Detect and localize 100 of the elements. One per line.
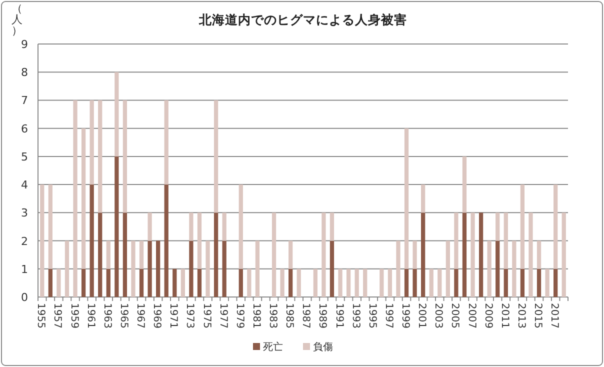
bar: [388, 268, 392, 297]
x-tick-label: 1991: [333, 303, 344, 328]
x-tick-label: 1973: [184, 303, 196, 328]
bar: [122, 212, 128, 297]
bar: [454, 268, 458, 297]
bar: [56, 268, 61, 297]
bar: [180, 268, 185, 297]
y-tick-label: 5: [21, 150, 28, 164]
x-tick-label: 2013: [515, 303, 526, 328]
y-tick-label: 9: [21, 38, 28, 51]
x-tick-label: 1977: [217, 303, 228, 328]
bar: [354, 268, 359, 297]
x-tick-label: 1989: [316, 303, 328, 328]
x-tick-label: 1975: [200, 303, 212, 328]
y-axis-title: （人）: [12, 2, 22, 37]
bar: [462, 156, 467, 213]
bar: [214, 100, 218, 213]
bar: [131, 240, 136, 297]
bar: [338, 268, 342, 297]
bar: [313, 268, 318, 297]
bar: [98, 100, 102, 213]
bar: [148, 212, 152, 241]
bar: [478, 212, 484, 297]
bar: [280, 268, 284, 297]
bar: [139, 240, 144, 269]
bar: [404, 268, 409, 297]
bar: [106, 240, 110, 269]
bar: [412, 240, 417, 269]
x-tick-label: 1999: [400, 303, 411, 328]
bar: [528, 212, 533, 297]
bar: [40, 184, 44, 297]
x-tick-label: 1963: [101, 303, 112, 328]
bar: [536, 240, 542, 269]
x-tick-label: 1979: [234, 303, 245, 328]
y-tick-label: 6: [21, 122, 28, 136]
x-tick-label: 1961: [84, 303, 96, 328]
bar: [122, 100, 128, 213]
bar: [114, 72, 119, 156]
bar: [106, 268, 110, 297]
x-tick-label: 1967: [134, 303, 146, 328]
bar: [164, 184, 168, 297]
x-tick-label: 1957: [52, 303, 63, 328]
bar: [412, 268, 417, 297]
bar: [496, 240, 500, 297]
bar: [496, 212, 500, 241]
x-tick-label: 2005: [449, 303, 460, 328]
bar: [346, 268, 351, 297]
x-tick-label: 1987: [300, 303, 312, 328]
bar: [288, 268, 293, 297]
x-tick-label: 2015: [532, 303, 544, 328]
bar: [487, 240, 492, 297]
y-tick-label: 4: [21, 178, 28, 192]
bar: [470, 212, 475, 297]
bar: [81, 128, 86, 269]
bar: [296, 268, 301, 297]
y-tick-label: 1: [21, 262, 28, 276]
bar: [172, 268, 177, 297]
bar: [189, 212, 194, 241]
y-tick-label: 3: [21, 206, 28, 220]
y-tick-label: 0: [21, 291, 28, 304]
bar: [64, 240, 70, 297]
x-tick-label: 1981: [250, 303, 262, 328]
x-tick-label: 2017: [548, 303, 560, 328]
x-tick-label: 1971: [168, 303, 179, 328]
bar: [554, 184, 558, 269]
bar: [562, 212, 566, 297]
bar: [512, 240, 516, 297]
bar: [73, 100, 78, 297]
bar: [545, 268, 550, 297]
bar: [438, 268, 442, 297]
bar: [363, 268, 368, 297]
y-tick-label: 8: [21, 66, 28, 80]
x-tick-label: 1997: [382, 303, 394, 328]
legend-label: 負傷: [313, 341, 333, 353]
bar: [81, 268, 86, 297]
bar: [197, 268, 202, 297]
bar: [98, 212, 102, 297]
x-tick-label: 1955: [35, 303, 46, 328]
bar: [214, 212, 218, 297]
bar: [462, 212, 467, 297]
x-tick-label: 2007: [466, 303, 477, 328]
bar: [421, 184, 426, 213]
x-tick-label: 1965: [118, 303, 129, 328]
bar: [554, 268, 558, 297]
bar: [396, 240, 400, 297]
bar: [421, 212, 426, 297]
bar: [504, 268, 508, 297]
x-tick-label: 2011: [498, 303, 510, 328]
bar: [114, 156, 119, 297]
bar: [380, 268, 384, 297]
x-tick-label: 1993: [350, 303, 361, 328]
bar: [156, 240, 160, 297]
y-tick-label: 2: [21, 234, 28, 248]
x-tick-label: 1985: [284, 303, 295, 328]
bar: [454, 212, 458, 269]
bar: [238, 184, 243, 269]
bar: [238, 268, 243, 297]
bar: [322, 212, 326, 297]
x-tick-label: 2001: [416, 303, 428, 328]
bar: [272, 212, 276, 297]
